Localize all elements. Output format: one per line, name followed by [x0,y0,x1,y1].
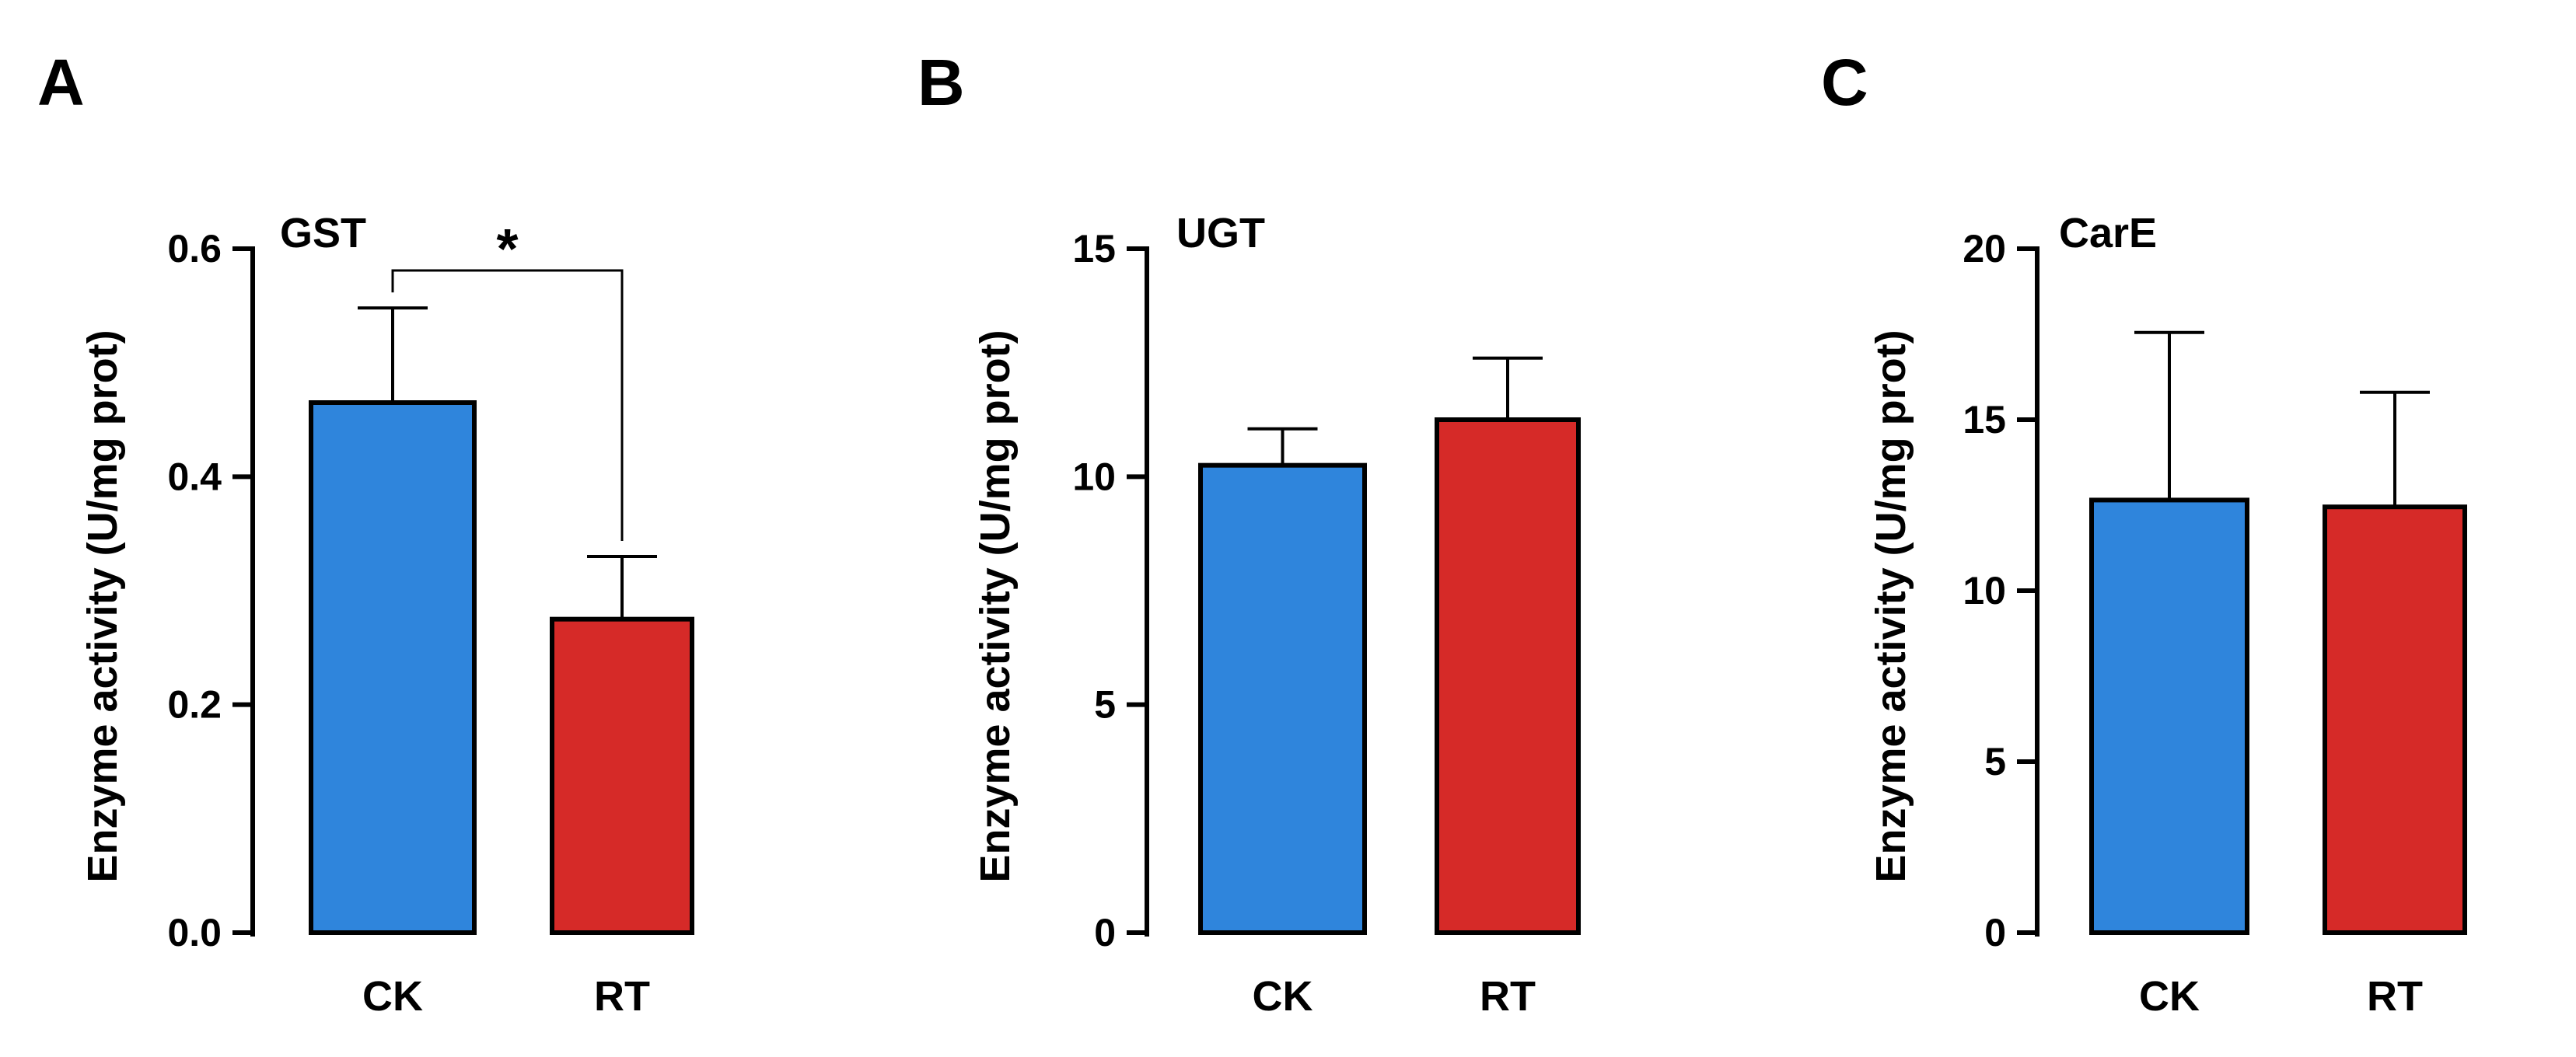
x-tick-label: CK [2139,973,2200,1020]
bar-ck [2089,497,2249,935]
x-tick-label: RT [1480,973,1536,1020]
x-tick-label: RT [2367,973,2423,1020]
panel-letter: A [37,46,85,119]
y-tick-label: 0.6 [167,227,222,270]
chart-label: UGT [1176,210,1265,256]
panel-b: B 0 5 10 15 Enzyme activity (U/mg prot) UGT CK R… [918,46,1581,1020]
significance-marker: * [496,218,518,281]
y-tick-label: 10 [1963,569,2006,612]
y-tick-label: 0 [1984,911,2006,954]
bar-ck [309,400,477,935]
x-tick-label: RT [594,973,650,1020]
chart-label: CarE [2059,210,2157,256]
panel-c: C 0 5 10 15 20 Enzyme activity (U/mg prot) CarE… [1821,46,2467,1020]
y-tick-label: 15 [1963,398,2006,441]
bar-ck [1198,462,1367,935]
y-axis-label: Enzyme activity (U/mg prot) [972,330,1019,882]
panel-a: A 0.0 0.2 0.4 0.6 Enzyme activity (U/mg prot)… [37,46,694,1020]
y-tick-label: 5 [1094,683,1116,727]
y-tick-label: 0.4 [167,455,222,498]
bar-rt [2323,504,2467,935]
y-axis-label: Enzyme activity (U/mg prot) [1868,330,1914,882]
significance-bracket [391,269,624,541]
y-tick-label: 0 [1094,911,1116,954]
y-tick-label: 0.2 [167,683,222,727]
bar-rt [1435,417,1581,935]
x-tick-label: CK [1253,973,1313,1020]
y-tick-label: 10 [1072,455,1116,498]
panel-letter: B [918,46,965,119]
panel-letter: C [1821,46,1868,119]
y-axis-label: Enzyme activity (U/mg prot) [79,330,126,882]
y-tick-label: 5 [1984,740,2006,783]
chart-label: GST [280,210,366,256]
x-tick-label: CK [362,973,423,1020]
bar-rt [550,616,694,936]
y-tick-label: 15 [1072,227,1116,270]
y-tick-label: 20 [1963,227,2006,270]
y-tick-label: 0.0 [167,911,222,954]
